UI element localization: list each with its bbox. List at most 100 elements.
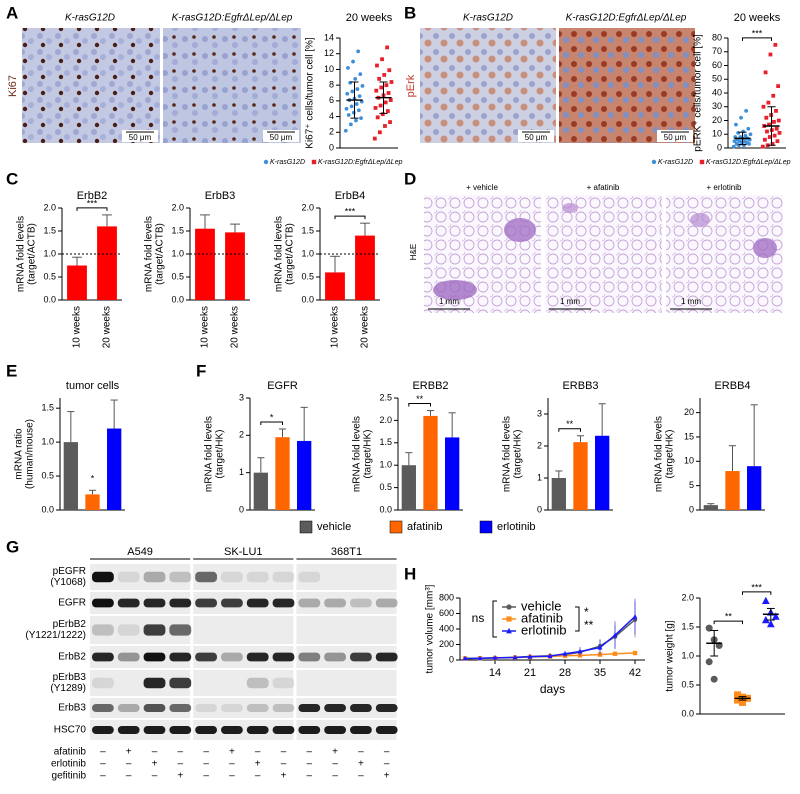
scale-label: 50 μm xyxy=(525,133,548,142)
marker xyxy=(767,122,771,127)
y-axis-label: tumor volume [mm³] xyxy=(425,584,436,673)
y-tick-label: 70 xyxy=(712,46,722,56)
panel-letter: A xyxy=(6,3,18,22)
marker xyxy=(764,115,769,120)
bar xyxy=(573,442,588,510)
micrograph xyxy=(559,28,695,143)
stain-label: H&E xyxy=(409,244,418,260)
treatment-mark: – xyxy=(281,747,287,758)
significance-bracket xyxy=(334,215,366,220)
y-axis-label: (human/mouse) xyxy=(25,419,36,489)
marker xyxy=(354,118,358,123)
y-tick-label: 50 xyxy=(712,74,722,84)
marker xyxy=(350,89,355,94)
treatment-mark: – xyxy=(178,759,184,770)
protein-label: ErbB3 xyxy=(58,703,86,714)
y-tick-label: 600 xyxy=(439,608,454,618)
blot xyxy=(296,616,397,644)
blot-band xyxy=(92,704,114,712)
y-tick-label: 0.5 xyxy=(301,271,314,281)
y-axis-label: mRNA fold levels xyxy=(144,216,155,292)
marker xyxy=(462,655,468,661)
chart-title: 20 weeks xyxy=(346,12,393,24)
image-title: + vehicle xyxy=(466,183,498,192)
blot-band xyxy=(195,704,217,712)
treatment-label: gefitinib xyxy=(52,771,87,782)
y-tick-label: 1.5 xyxy=(301,225,314,235)
significance-bracket xyxy=(742,37,772,41)
marker xyxy=(742,139,747,144)
blot xyxy=(296,670,397,696)
treatment-mark: – xyxy=(100,771,106,782)
treatment-mark: – xyxy=(203,747,209,758)
y-tick-label: 1 xyxy=(537,472,542,482)
y-axis-label: (target/ACTB) xyxy=(285,223,296,285)
blot-band xyxy=(92,571,114,583)
y-tick-label: 3 xyxy=(537,408,542,418)
y-tick-label: 0.0 xyxy=(301,294,314,304)
marker xyxy=(383,124,387,128)
y-tick-label: 1.0 xyxy=(681,650,694,660)
x-tick-label: 10 weeks xyxy=(72,306,83,348)
y-tick-label: 0.5 xyxy=(681,679,694,689)
y-tick-label: 4 xyxy=(329,111,334,121)
blot-band xyxy=(143,652,166,662)
marker xyxy=(776,84,781,89)
marker xyxy=(477,655,483,661)
blot-band xyxy=(298,571,321,583)
marker xyxy=(732,139,737,144)
marker xyxy=(762,137,767,142)
blot xyxy=(90,698,191,718)
marker xyxy=(765,129,769,134)
y-tick-label: 2.0 xyxy=(301,202,314,212)
protein-label: pErbB3 xyxy=(53,672,87,683)
blot xyxy=(193,616,294,644)
marker xyxy=(776,118,781,123)
blot-band xyxy=(169,598,192,608)
annotation: ** xyxy=(584,618,594,632)
blot-band xyxy=(350,598,372,608)
blot-band xyxy=(246,652,269,662)
blot-band xyxy=(195,598,217,608)
y-tick-label: 1.0 xyxy=(41,436,54,446)
y-tick-label: 20 xyxy=(712,115,722,125)
y-axis-label: tumor weight [g] xyxy=(665,620,676,691)
treatment-mark: + xyxy=(177,771,183,782)
y-tick-label: 8 xyxy=(329,80,334,90)
blot-band xyxy=(169,704,192,712)
treatment-mark: – xyxy=(358,747,364,758)
panel-letter: G xyxy=(6,537,19,556)
marker xyxy=(699,159,705,165)
tumor-nodule xyxy=(504,218,536,242)
marker xyxy=(492,655,498,660)
marker xyxy=(389,80,394,84)
blot xyxy=(90,720,191,740)
cell-line-label: 368T1 xyxy=(331,546,362,558)
y-tick-label: 2 xyxy=(239,430,244,440)
blot-band xyxy=(246,726,269,734)
blot-band xyxy=(272,598,295,608)
marker xyxy=(527,654,533,659)
y-tick-label: 0.0 xyxy=(43,294,56,304)
legend-label: erlotinib xyxy=(521,622,567,637)
chart-title: ErbB3 xyxy=(205,190,236,202)
bar xyxy=(97,226,117,300)
blot xyxy=(296,564,397,590)
legend-label: K-rasG12D:EgfrΔLep/ΔLep xyxy=(318,159,403,166)
significance-label: *** xyxy=(345,207,356,217)
marker xyxy=(353,76,358,81)
micrograph xyxy=(22,28,160,143)
y-tick-label: 2 xyxy=(329,127,334,137)
marker xyxy=(346,113,351,117)
scale-label: 1 mm xyxy=(560,297,580,306)
blot-band xyxy=(143,624,166,636)
x-axis-label: days xyxy=(540,682,565,696)
marker xyxy=(771,93,776,98)
marker xyxy=(344,106,349,111)
bar xyxy=(747,466,762,510)
marker xyxy=(760,144,765,149)
marker xyxy=(360,84,365,88)
y-tick-label: 5 xyxy=(689,480,694,490)
scale-label: 1 mm xyxy=(681,297,701,306)
y-tick-label: 12 xyxy=(324,48,334,58)
